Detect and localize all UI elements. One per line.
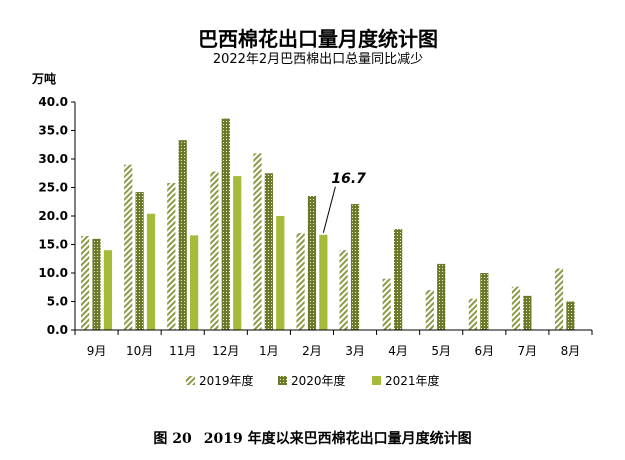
x-tick-label: 10月 — [126, 344, 153, 358]
y-axis-unit: 万吨 — [31, 71, 56, 86]
legend-swatch — [372, 376, 381, 385]
x-axis-labels: 9月 10月 11月 12月 1月 2月 3月 4月 5月 6月 7月 8月 — [87, 344, 581, 358]
bar-2021年度-9月 — [103, 250, 113, 330]
bar-2020年度-11月 — [178, 140, 187, 330]
bar-2020年度-6月 — [480, 273, 489, 330]
bar-2019年度-3月 — [339, 250, 348, 330]
annotation: 16.7 — [322, 171, 366, 233]
x-tick-label: 12月 — [212, 344, 239, 358]
x-tick-label: 8月 — [561, 344, 581, 358]
x-tick-label: 2月 — [302, 344, 322, 358]
bar-2021年度-12月 — [233, 176, 242, 330]
x-tick-label: 1月 — [259, 344, 279, 358]
bar-2021年度-1月 — [276, 216, 285, 330]
bars — [81, 118, 575, 330]
chart-subtitle: 2022年2月巴西棉出口总量同比减少 — [213, 52, 423, 67]
y-tick-label: 35.0 — [38, 124, 68, 138]
bar-2020年度-1月 — [264, 173, 273, 330]
bar-2019年度-1月 — [253, 153, 262, 330]
bar-2021年度-10月 — [146, 213, 156, 330]
y-tick-label: 30.0 — [38, 152, 68, 166]
y-tick-label: 0.0 — [47, 323, 68, 337]
bar-2019年度-2月 — [296, 233, 305, 330]
bar-2019年度-11月 — [167, 182, 176, 330]
x-tick-label: 7月 — [518, 344, 538, 358]
y-tick-label: 5.0 — [47, 295, 68, 309]
bar-2019年度-8月 — [554, 268, 564, 330]
bar-2019年度-10月 — [124, 164, 133, 330]
y-tick-label: 15.0 — [38, 238, 68, 252]
bar-2020年度-8月 — [566, 301, 575, 330]
bar-2020年度-5月 — [437, 263, 446, 330]
legend-label: 2020年度 — [291, 373, 346, 388]
axes — [74, 102, 593, 335]
x-tick-label: 6月 — [474, 344, 494, 358]
chart-title: 巴西棉花出口量月度统计图 — [198, 27, 438, 51]
bar-2020年度-2月 — [307, 196, 317, 330]
bar-2021年度-11月 — [190, 235, 199, 330]
legend-swatch — [278, 376, 287, 385]
x-tick-label: 9月 — [87, 344, 107, 358]
bar-2020年度-12月 — [221, 118, 230, 330]
x-tick-label: 5月 — [431, 344, 451, 358]
bar-2020年度-3月 — [350, 204, 360, 330]
bar-2020年度-10月 — [135, 192, 144, 330]
y-tick-label: 10.0 — [38, 266, 68, 280]
legend-label: 2019年度 — [199, 373, 254, 388]
bar-2019年度-12月 — [210, 171, 219, 330]
y-axis-ticks: 0.0 5.0 10.0 15.0 20.0 25.0 30.0 35.0 40.0 — [38, 95, 75, 337]
bar-2020年度-9月 — [92, 238, 101, 330]
x-tick-label: 4月 — [388, 344, 408, 358]
legend-swatch — [186, 376, 195, 385]
legend-label: 2021年度 — [385, 373, 440, 388]
bar-2021年度-2月 — [319, 234, 328, 330]
figure-caption-label: 图 20 — [153, 431, 192, 447]
y-tick-label: 40.0 — [38, 95, 68, 109]
bar-2019年度-7月 — [511, 286, 521, 330]
bar-2019年度-9月 — [81, 235, 90, 330]
figure-caption: 图 20 2019 年度以来巴西棉花出口量月度统计图 — [0, 428, 625, 448]
annotation-label: 16.7 — [331, 171, 366, 187]
bar-2019年度-5月 — [425, 290, 434, 330]
annotation-leader — [322, 186, 336, 233]
legend: 2019年度 2020年度 2021年度 — [186, 373, 440, 388]
bar-2019年度-4月 — [382, 278, 391, 330]
x-tick-label: 11月 — [169, 344, 196, 358]
y-tick-label: 25.0 — [38, 181, 68, 195]
x-tick-label: 3月 — [345, 344, 365, 358]
bar-2020年度-4月 — [394, 229, 403, 330]
y-tick-label: 20.0 — [38, 209, 68, 223]
bar-2020年度-7月 — [523, 295, 532, 330]
figure-caption-text: 2019 年度以来巴西棉花出口量月度统计图 — [203, 431, 472, 447]
bar-2019年度-6月 — [468, 298, 477, 330]
